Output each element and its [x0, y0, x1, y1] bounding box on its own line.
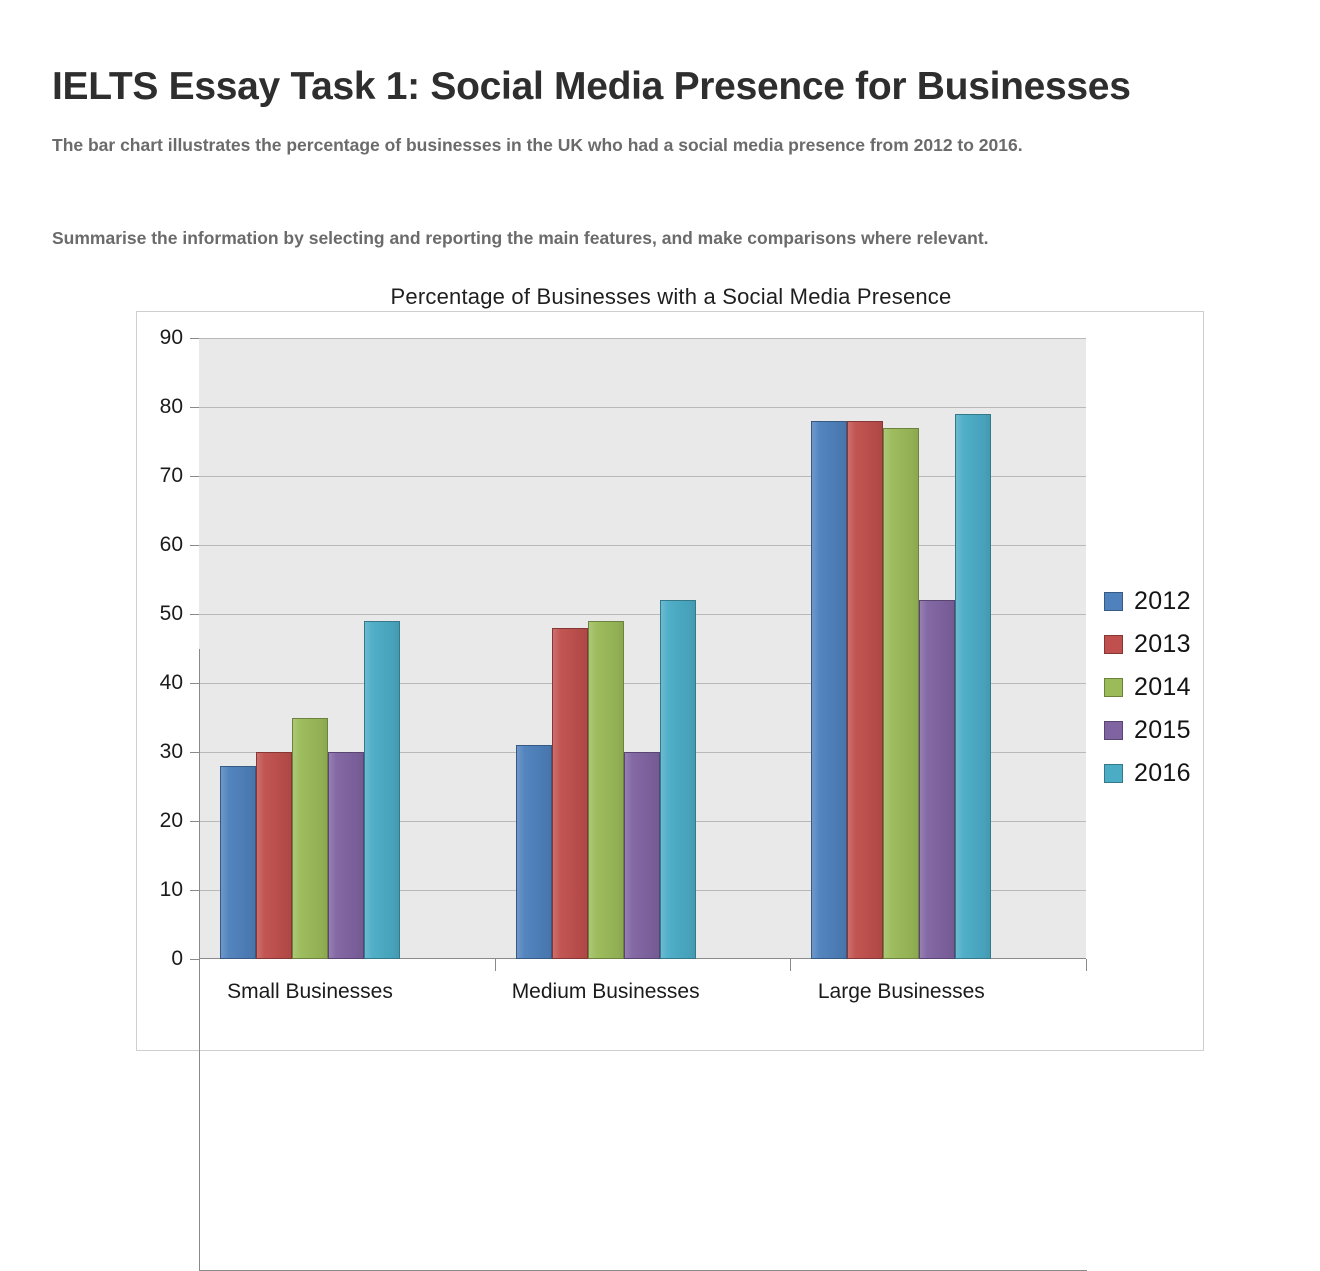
y-axis-tick-label: 70 [159, 464, 183, 487]
legend-item-2016[interactable]: 2016 [1104, 752, 1191, 795]
legend-item-2013[interactable]: 2013 [1104, 623, 1191, 666]
legend-item-2012[interactable]: 2012 [1104, 580, 1191, 623]
y-axis-tick-label: 10 [159, 878, 183, 901]
task-instruction-paragraph: Summarise the information by selecting a… [52, 227, 989, 248]
y-axis-tick [190, 407, 199, 408]
bar-small-businesses-2014 [292, 717, 328, 959]
y-axis-tick-label: 50 [159, 602, 183, 625]
legend-swatch-icon [1104, 678, 1123, 697]
y-axis-tick-label: 0 [171, 947, 183, 970]
bar-large-businesses-2016 [955, 413, 992, 959]
y-axis-tick [190, 614, 199, 615]
x-axis-tick [1086, 959, 1087, 971]
chart-container: 0 10 20 30 40 50 60 70 80 90 Small Businesses Medi… [136, 311, 1204, 1271]
legend-swatch-icon [1104, 721, 1123, 740]
page-root: IELTS Essay Task 1: Social Media Presenc… [52, 65, 1204, 1271]
bar-small-businesses-2013 [256, 752, 292, 959]
x-axis-tick [494, 959, 496, 971]
y-axis-tick-label: 20 [159, 809, 183, 832]
bar-large-businesses-2012 [811, 420, 848, 959]
chart-legend: 2012 2013 2014 2015 2016 [1104, 580, 1191, 795]
bar-medium-businesses-2016 [659, 600, 696, 959]
legend-label: 2012 [1134, 587, 1191, 615]
gridline [199, 407, 1086, 408]
legend-swatch-icon [1104, 635, 1123, 654]
y-axis-tick-label: 30 [159, 740, 183, 763]
bar-large-businesses-2013 [847, 420, 884, 959]
bar-medium-businesses-2015 [623, 752, 660, 959]
legend-swatch-icon [1104, 764, 1123, 783]
x-axis-category-label: Small Businesses [227, 980, 393, 1003]
y-axis-tick [190, 545, 199, 546]
gridline [199, 683, 1086, 684]
y-axis-tick [190, 890, 199, 891]
y-axis-tick [190, 476, 199, 477]
legend-label: 2016 [1134, 759, 1191, 787]
y-axis-tick [190, 338, 199, 339]
y-axis-tick-label: 60 [159, 533, 183, 556]
legend-item-2015[interactable]: 2015 [1104, 709, 1191, 752]
bar-medium-businesses-2012 [515, 745, 552, 959]
y-axis-tick [190, 959, 199, 960]
page-title: IELTS Essay Task 1: Social Media Presenc… [52, 65, 1131, 109]
gridline [199, 545, 1086, 546]
legend-item-2014[interactable]: 2014 [1104, 666, 1191, 709]
gridline [199, 476, 1086, 477]
bar-small-businesses-2012 [220, 765, 256, 959]
gridline [199, 614, 1086, 615]
chart-title: Percentage of Businesses with a Social M… [390, 284, 952, 309]
x-axis-tick [199, 959, 200, 971]
legend-label: 2014 [1134, 673, 1191, 701]
legend-label: 2013 [1134, 630, 1191, 658]
y-axis-tick-label: 90 [159, 326, 183, 349]
x-axis-category-label: Large Businesses [817, 980, 985, 1003]
bar-medium-businesses-2014 [587, 620, 624, 959]
gridline [199, 338, 1086, 339]
x-axis-category-label: Medium Businesses [511, 980, 700, 1003]
task-description-paragraph: The bar chart illustrates the percentage… [52, 134, 1023, 155]
x-axis-tick [790, 959, 792, 971]
bar-large-businesses-2014 [883, 427, 920, 959]
legend-label: 2015 [1134, 716, 1191, 744]
y-axis-tick-label: 80 [159, 395, 183, 418]
y-axis-tick [190, 683, 199, 684]
y-axis-tick [190, 821, 199, 822]
bar-small-businesses-2016 [364, 620, 400, 959]
legend-swatch-icon [1104, 592, 1123, 611]
bar-large-businesses-2015 [919, 600, 956, 959]
bar-small-businesses-2015 [328, 752, 364, 959]
y-axis-tick-label: 40 [159, 671, 183, 694]
y-axis-tick [190, 752, 199, 753]
bar-medium-businesses-2013 [551, 627, 588, 959]
chart-plot-area [199, 338, 1086, 959]
